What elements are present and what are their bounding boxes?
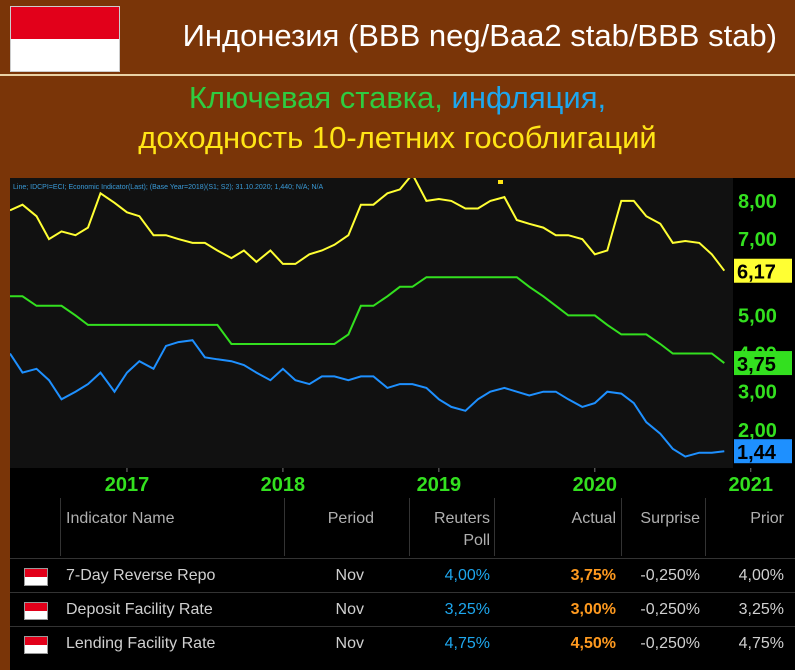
series-line-1 [10, 276, 725, 364]
series-line-2 [10, 339, 725, 458]
indonesia-flag-icon [24, 568, 48, 586]
row-period: Nov [335, 567, 364, 584]
indonesia-flag-icon [24, 636, 48, 654]
header-bar: Индонезия (BBB neg/Baa2 stab/BBB stab) [0, 0, 795, 76]
indonesia-flag-icon [24, 602, 48, 620]
x-tick-label: 2017 [105, 474, 150, 496]
chart-legend-text: Line; IDCPI=ECI; Economic Indicator(Last… [13, 184, 323, 191]
plot-area [10, 178, 733, 468]
y-tick-label: 5,00 [738, 305, 777, 327]
row-actual: 4,50% [570, 635, 616, 652]
top-marker [498, 180, 503, 184]
row-name: 7-Day Reverse Repo [66, 567, 216, 584]
y-tick-label: 2,00 [738, 420, 777, 442]
page-title: Индонезия (BBB neg/Baa2 stab/BBB stab) [182, 18, 777, 53]
subtitle-inflation: инфляция, [451, 80, 607, 115]
header-period: Period [327, 510, 374, 527]
table-row: Lending Facility Rate Nov 4,75% 4,50% -0… [10, 626, 795, 661]
row-surprise: -0,250% [640, 567, 700, 584]
x-tick-label: 2021 [729, 474, 774, 496]
row-surprise: -0,250% [640, 601, 700, 618]
last-value-badge [734, 258, 792, 283]
header-reuters-poll: Reuters Poll [433, 510, 490, 549]
row-prior: 3,25% [738, 601, 784, 618]
table-row: Deposit Facility Rate Nov 3,25% 3,00% -0… [10, 592, 795, 627]
row-actual: 3,75% [570, 567, 616, 584]
header-surprise: Surprise [640, 510, 700, 527]
page-subtitle: Ключевая ставка, инфляция, доходность 10… [0, 78, 795, 158]
rates-chart: Line; IDCPI=ECI; Economic Indicator(Last… [10, 178, 795, 498]
header-actual: Actual [571, 510, 616, 527]
subtitle-bond-yield: доходность 10-летних гособлигаций [138, 120, 657, 155]
last-value-label: 3,75 [737, 354, 776, 376]
row-poll: 4,00% [444, 567, 490, 584]
subtitle-key-rate: Ключевая ставка, [188, 80, 452, 115]
last-value-badge [734, 351, 792, 376]
last-value-label: 6,17 [737, 262, 776, 284]
row-poll: 4,75% [444, 635, 490, 652]
indicators-table: Indicator Name Period Reuters Poll Actual… [10, 498, 795, 670]
y-tick-label: 3,00 [738, 382, 777, 404]
last-value-label: 1,44 [737, 442, 777, 464]
row-surprise: -0,250% [640, 635, 700, 652]
header-indicator-name: Indicator Name [66, 510, 175, 527]
y-tick-label: 8,00 [738, 191, 777, 213]
table-header-row: Indicator Name Period Reuters Poll Actual… [10, 498, 795, 556]
y-tick-label: 7,00 [738, 229, 777, 251]
row-period: Nov [335, 601, 364, 618]
series-line-0 [10, 178, 726, 272]
row-actual: 3,00% [570, 601, 616, 618]
x-tick-label: 2019 [417, 474, 462, 496]
row-name: Lending Facility Rate [66, 635, 216, 652]
row-period: Nov [335, 635, 364, 652]
x-tick-label: 2020 [573, 474, 618, 496]
row-name: Deposit Facility Rate [66, 601, 213, 618]
x-tick-label: 2018 [261, 474, 306, 496]
indonesia-flag-icon [10, 6, 120, 72]
row-prior: 4,00% [738, 567, 784, 584]
table-row: 7-Day Reverse Repo Nov 4,00% 3,75% -0,25… [10, 558, 795, 593]
last-value-badge [734, 439, 792, 464]
row-prior: 4,75% [738, 635, 784, 652]
row-poll: 3,25% [444, 601, 490, 618]
header-prior: Prior [750, 510, 784, 527]
